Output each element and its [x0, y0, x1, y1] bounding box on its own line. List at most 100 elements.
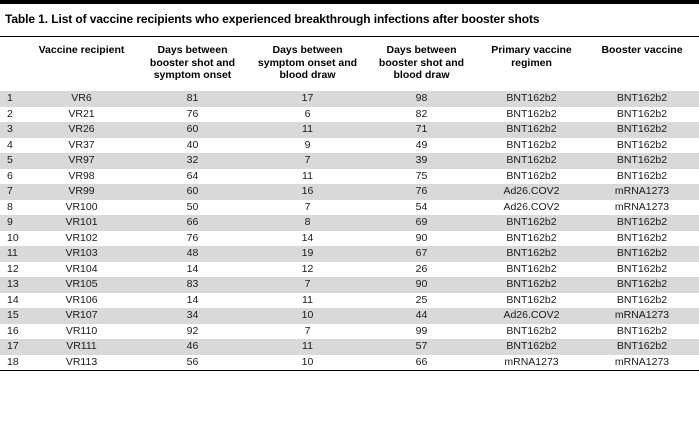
cell-primary-vaccine-regimen: BNT162b2: [506, 216, 557, 228]
column-header-vaccine-recipient: Vaccine recipient: [38, 44, 125, 56]
table-row: 2 VR21 76 6 82 BNT162b2 BNT162b2: [0, 106, 699, 122]
row-number-cell: 18: [7, 355, 19, 368]
cell-vaccine-recipient: VR21: [68, 107, 95, 120]
table-row: 8 VR100 50 7 54 Ad26.COV2 mRNA1273: [0, 199, 699, 215]
row-number-cell: 6: [7, 169, 13, 182]
cell-primary-vaccine-regimen: BNT162b2: [506, 262, 557, 275]
row-number-cell: 12: [7, 262, 19, 275]
table-header-row: Vaccine recipient Days between booster sh…: [0, 37, 699, 91]
cell-primary-vaccine-regimen: BNT162b2: [506, 231, 557, 244]
cell-days-symptom-to-blood-draw: 11: [302, 293, 313, 306]
row-number-cell: 8: [7, 200, 13, 213]
cell-vaccine-recipient: VR101: [65, 216, 98, 228]
cell-days-booster-to-blood-draw: 26: [415, 262, 428, 275]
cell-days-booster-to-blood-draw: 67: [415, 247, 428, 259]
cell-booster-vaccine: BNT162b2: [616, 216, 668, 228]
table-header: Vaccine recipient Days between booster sh…: [0, 37, 699, 91]
row-number-cell: 15: [7, 309, 19, 321]
cell-days-booster-to-blood-draw: 76: [415, 185, 428, 197]
table-row: 15 VR107 34 10 44 Ad26.COV2 mRNA1273: [0, 308, 699, 324]
cell-days-booster-to-symptom: 34: [186, 309, 199, 321]
cell-booster-vaccine: BNT162b2: [616, 324, 668, 337]
cell-vaccine-recipient: VR102: [65, 231, 98, 244]
cell-days-booster-to-symptom: 83: [186, 278, 199, 290]
row-number-cell: 9: [7, 216, 13, 228]
cell-days-symptom-to-blood-draw: 10: [301, 355, 314, 368]
cell-booster-vaccine: BNT162b2: [616, 231, 668, 244]
cell-days-symptom-to-blood-draw: 7: [304, 324, 311, 337]
cell-vaccine-recipient: VR100: [65, 200, 98, 213]
row-number-cell: 2: [7, 107, 13, 120]
cell-days-booster-to-blood-draw: 75: [415, 169, 428, 182]
cell-days-booster-to-blood-draw: 90: [415, 231, 428, 244]
table-row: 12 VR104 14 12 26 BNT162b2 BNT162b2: [0, 261, 699, 277]
cell-days-booster-to-blood-draw: 39: [415, 154, 428, 166]
table-header-rule: [0, 36, 699, 37]
cell-primary-vaccine-regimen: BNT162b2: [506, 123, 557, 135]
table-row: 1 VR6 81 17 98 BNT162b2 BNT162b2: [0, 91, 699, 107]
cell-days-booster-to-symptom: 60: [186, 185, 199, 197]
table-row: 10 VR102 76 14 90 BNT162b2 BNT162b2: [0, 230, 699, 246]
row-number-cell: 1: [7, 92, 13, 104]
row-number-cell: 7: [7, 185, 13, 197]
cell-days-booster-to-symptom: 92: [186, 324, 199, 337]
cell-days-symptom-to-blood-draw: 11: [302, 340, 313, 352]
table-row: 3 VR26 60 11 71 BNT162b2 BNT162b2: [0, 122, 699, 138]
cell-vaccine-recipient: VR107: [65, 309, 98, 321]
cell-days-booster-to-blood-draw: 49: [415, 138, 428, 151]
cell-booster-vaccine: mRNA1273: [614, 200, 670, 213]
table-row: 14 VR106 14 11 25 BNT162b2 BNT162b2: [0, 292, 699, 308]
column-header-days-booster-to-symptom: Days between booster shot and symptom on…: [149, 44, 236, 81]
column-header-row-number: [0, 37, 28, 91]
cell-days-booster-to-symptom: 76: [186, 231, 199, 244]
cell-booster-vaccine: BNT162b2: [616, 138, 668, 151]
cell-vaccine-recipient: VR26: [68, 123, 95, 135]
cell-days-booster-to-symptom: 40: [186, 138, 199, 151]
cell-days-booster-to-blood-draw: 90: [415, 278, 428, 290]
cell-days-symptom-to-blood-draw: 6: [304, 107, 311, 120]
table-row: 6 VR98 64 11 75 BNT162b2 BNT162b2: [0, 168, 699, 184]
cell-days-symptom-to-blood-draw: 17: [301, 92, 314, 104]
table-row: 13 VR105 83 7 90 BNT162b2 BNT162b2: [0, 277, 699, 293]
cell-days-symptom-to-blood-draw: 10: [301, 309, 314, 321]
cell-days-symptom-to-blood-draw: 11: [302, 169, 313, 182]
cell-primary-vaccine-regimen: BNT162b2: [506, 138, 557, 151]
cell-days-booster-to-symptom: 46: [186, 340, 199, 352]
cell-booster-vaccine: mRNA1273: [614, 355, 670, 368]
cell-primary-vaccine-regimen: mRNA1273: [504, 355, 559, 368]
cell-vaccine-recipient: VR103: [65, 247, 98, 259]
table-row: 9 VR101 66 8 69 BNT162b2 BNT162b2: [0, 215, 699, 231]
cell-vaccine-recipient: VR37: [68, 138, 95, 151]
cell-days-booster-to-blood-draw: 66: [415, 355, 428, 368]
column-header-booster-vaccine: Booster vaccine: [601, 44, 683, 56]
table-row: 17 VR111 46 11 57 BNT162b2 BNT162b2: [0, 339, 699, 355]
cell-days-symptom-to-blood-draw: 8: [304, 216, 311, 228]
cell-days-symptom-to-blood-draw: 11: [302, 123, 313, 135]
cell-booster-vaccine: mRNA1273: [614, 309, 670, 321]
row-number-cell: 11: [7, 247, 18, 259]
cell-days-booster-to-symptom: 56: [186, 355, 199, 368]
cell-days-booster-to-blood-draw: 54: [415, 200, 428, 213]
cell-days-symptom-to-blood-draw: 7: [304, 154, 311, 166]
cell-days-booster-to-blood-draw: 99: [415, 324, 428, 337]
row-number-cell: 4: [7, 138, 13, 151]
cell-days-booster-to-symptom: 32: [186, 154, 199, 166]
cell-booster-vaccine: BNT162b2: [616, 92, 668, 104]
cell-days-symptom-to-blood-draw: 9: [304, 138, 311, 151]
table-row: 5 VR97 32 7 39 BNT162b2 BNT162b2: [0, 153, 699, 169]
row-number-cell: 16: [7, 324, 19, 337]
cell-days-booster-to-symptom: 50: [186, 200, 199, 213]
cell-days-symptom-to-blood-draw: 12: [301, 262, 314, 275]
cell-vaccine-recipient: VR98: [68, 169, 95, 182]
cell-primary-vaccine-regimen: BNT162b2: [506, 154, 557, 166]
table-row: 4 VR37 40 9 49 BNT162b2 BNT162b2: [0, 137, 699, 153]
cell-days-symptom-to-blood-draw: 19: [301, 247, 314, 259]
cell-booster-vaccine: BNT162b2: [616, 169, 668, 182]
cell-primary-vaccine-regimen: BNT162b2: [506, 293, 557, 306]
cell-primary-vaccine-regimen: BNT162b2: [506, 278, 557, 290]
cell-booster-vaccine: BNT162b2: [616, 293, 668, 306]
cell-primary-vaccine-regimen: BNT162b2: [506, 324, 557, 337]
cell-days-booster-to-blood-draw: 57: [415, 340, 428, 352]
cell-booster-vaccine: BNT162b2: [616, 123, 668, 135]
cell-booster-vaccine: BNT162b2: [616, 107, 668, 120]
